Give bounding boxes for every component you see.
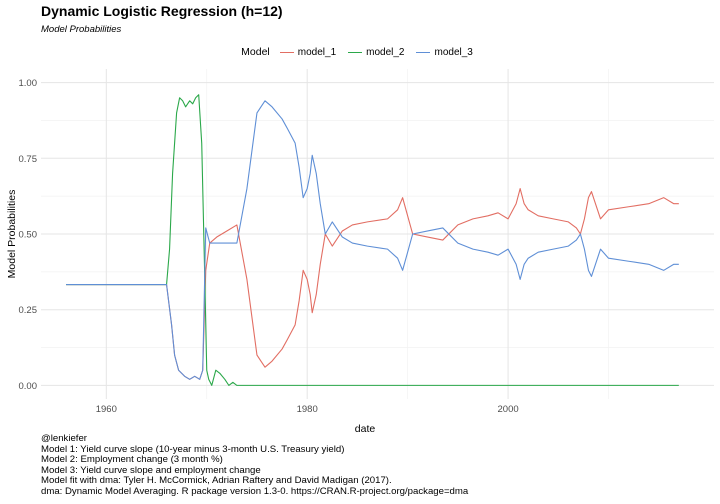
legend-items: Model model_1 model_2 model_3 bbox=[241, 46, 479, 58]
y-tick-label: 0.75 bbox=[19, 154, 38, 165]
y-tick-label: 0.25 bbox=[19, 305, 38, 316]
chart-title: Dynamic Logistic Regression (h=12) bbox=[41, 3, 283, 19]
caption-line: Model 1: Yield curve slope (10-year minu… bbox=[41, 443, 345, 455]
chart-subtitle: Model Probabilities bbox=[41, 24, 122, 35]
y-axis-label: Model Probabilities bbox=[6, 190, 18, 279]
legend-item-model-1: model_1 bbox=[279, 46, 337, 58]
series-line-model_3 bbox=[66, 100, 679, 380]
caption: @lenkiefer Model 1: Yield curve slope (1… bbox=[41, 433, 469, 498]
y-tick-label: 1.00 bbox=[19, 78, 38, 89]
series-line-model_1 bbox=[66, 188, 679, 380]
legend: Model model_1 model_2 model_3 bbox=[0, 46, 720, 58]
caption-line: @lenkiefer bbox=[41, 433, 88, 444]
grid bbox=[41, 69, 714, 399]
y-tick-label: 0.50 bbox=[19, 230, 38, 241]
legend-label-model-2: model_2 bbox=[366, 46, 405, 58]
caption-line: Model fit with dma: Tyler H. McCormick, … bbox=[41, 475, 392, 487]
x-tick-label: 2000 bbox=[498, 404, 519, 415]
legend-label-model-3: model_3 bbox=[434, 46, 473, 58]
legend-swatch-model-2 bbox=[348, 51, 363, 53]
legend-label-model-1: model_1 bbox=[297, 46, 337, 58]
x-axis-label: date bbox=[355, 423, 376, 435]
caption-line: dma: Dynamic Model Averaging. R package … bbox=[41, 485, 469, 497]
y-tick-label: 0.00 bbox=[19, 381, 38, 392]
legend-title: Model bbox=[241, 46, 270, 58]
series-line-model_2 bbox=[66, 94, 679, 386]
legend-item-model-3: model_3 bbox=[416, 46, 473, 58]
series-lines bbox=[66, 94, 679, 386]
y-tick-labels: 0.00 0.25 0.50 0.75 1.00 bbox=[19, 78, 38, 392]
legend-item-model-2: model_2 bbox=[348, 47, 404, 58]
x-tick-label: 1980 bbox=[297, 404, 318, 415]
legend-swatch-model-1 bbox=[279, 51, 294, 53]
caption-line: Model 3: Yield curve slope and employmen… bbox=[41, 464, 261, 476]
x-tick-labels: 1960 1980 2000 bbox=[96, 404, 519, 415]
caption-line: Model 2: Employment change (3 month %) bbox=[41, 454, 223, 466]
legend-swatch-model-3 bbox=[416, 51, 431, 53]
x-tick-label: 1960 bbox=[96, 404, 117, 415]
